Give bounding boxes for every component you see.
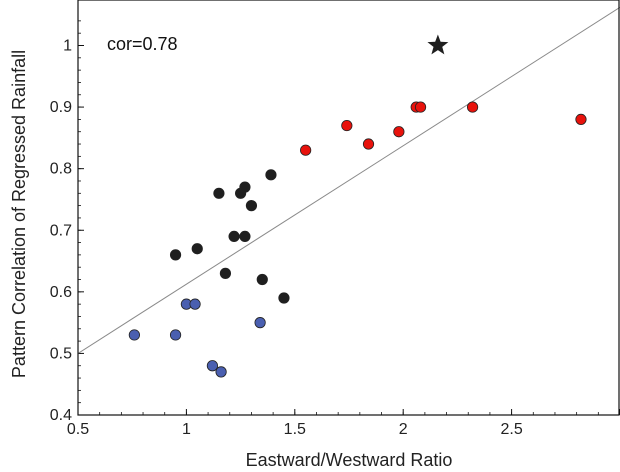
data-points (128, 34, 587, 378)
scatter-point-red (466, 101, 479, 113)
x-tick-label: 2.5 (500, 421, 522, 438)
scatter-point-black (239, 181, 251, 193)
x-tick-label: 1 (182, 421, 191, 438)
y-tick-label: 0.4 (50, 407, 72, 424)
scatter-point-black (256, 273, 268, 286)
scatter-point-red (414, 101, 427, 113)
scatter-point-red (393, 126, 405, 138)
scatter-point-black (245, 200, 258, 212)
correlation-annotation: cor=0.78 (107, 34, 178, 54)
scatter-point-blue (215, 366, 227, 378)
y-axis-ticks: 0.4 0.5 0.6 0.7 0.8 0.9 1 (50, 20, 84, 424)
y-tick-label: 0.8 (50, 161, 72, 178)
y-tick-label: 0.7 (50, 222, 72, 239)
x-tick-label: 0.5 (67, 421, 89, 438)
y-tick-label: 0.9 (50, 99, 72, 116)
y-tick-label: 0.6 (50, 284, 72, 301)
y-tick-label: 0.5 (50, 345, 72, 362)
scatter-point-blue (206, 360, 219, 372)
scatter-point-black (219, 267, 232, 279)
y-tick-label: 1 (63, 38, 72, 55)
x-axis-ticks: 0.511.522.53 (67, 409, 620, 438)
scatter-point-black (213, 187, 225, 199)
x-axis-label: Eastward/Westward Ratio (246, 450, 453, 470)
star-marker (427, 34, 449, 55)
scatter-point-red (362, 138, 375, 150)
y-axis-label: Pattern Correlation of Regressed Rainfal… (9, 50, 29, 378)
scatter-point-black (239, 230, 251, 243)
fit-line-group (78, 6, 620, 354)
scatter-point-black (169, 249, 182, 261)
scatter-point-blue (189, 298, 201, 310)
x-tick-label: 2 (399, 421, 408, 438)
scatter-point-red (575, 113, 587, 126)
x-tick-label: 1.5 (284, 421, 306, 438)
scatter-point-red (341, 119, 353, 132)
scatter-point-blue (254, 317, 266, 329)
scatter-point-red (300, 144, 312, 156)
scatter-point-blue (169, 329, 182, 341)
scatter-point-black (191, 243, 203, 255)
scatter-point-black (278, 292, 290, 304)
scatter-point-blue (128, 329, 140, 341)
scatter-point-black (265, 169, 277, 181)
plot-frame (77, 0, 620, 416)
regression-line (78, 6, 620, 354)
scatter-point-black (228, 230, 240, 243)
